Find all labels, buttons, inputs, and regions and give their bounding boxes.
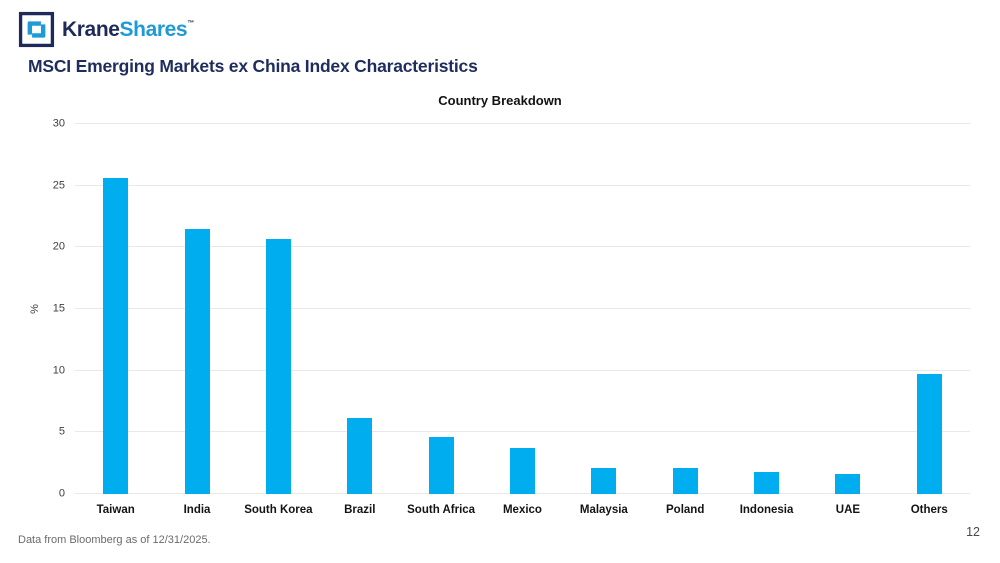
y-axis-label: % xyxy=(28,304,41,314)
bar-malaysia xyxy=(591,468,617,494)
x-axis-tick-label: South Korea xyxy=(244,504,313,516)
bars-container xyxy=(75,124,970,494)
x-axis-tick-label: Malaysia xyxy=(579,504,628,516)
y-axis-tick-label: 0 xyxy=(58,487,65,500)
y-axis-tick-label: 5 xyxy=(58,425,65,438)
plot-area: 0 5 10 15 20 25 30 xyxy=(53,118,970,499)
y-axis-tick-label: 20 xyxy=(52,240,65,253)
gridline xyxy=(75,369,970,371)
y-axis-tick-label: 30 xyxy=(52,117,65,130)
y-axis-tick-label: 10 xyxy=(52,364,65,377)
x-axis-labels: Taiwan India South Korea Brazil South Africa… xyxy=(75,504,970,516)
brand-krane: Krane xyxy=(62,18,120,41)
x-axis-tick-label: Indonesia xyxy=(739,504,794,516)
bar-others xyxy=(916,374,942,494)
bar-column xyxy=(319,124,400,494)
gridline xyxy=(75,123,970,124)
x-axis-tick-label: Brazil xyxy=(344,504,376,516)
kraneshares-logo-text: KraneShares™ xyxy=(62,19,194,40)
bar-india xyxy=(184,228,210,494)
x-axis-tick-label: Mexico xyxy=(502,504,542,516)
bar-column xyxy=(156,124,237,494)
chart-title: Country Breakdown xyxy=(438,93,562,108)
x-axis-tick-label: South Africa xyxy=(407,504,476,516)
bar-uae xyxy=(835,474,861,494)
bar-column xyxy=(400,124,481,494)
bar-column xyxy=(75,124,156,494)
bar-column xyxy=(238,124,319,494)
source-note: Data from Bloomberg as of 12/31/2025. xyxy=(18,534,211,546)
kraneshares-logo-icon xyxy=(18,11,55,48)
bar-poland xyxy=(672,468,698,494)
x-axis-tick-label: Others xyxy=(910,504,948,516)
y-axis-tick-label: 25 xyxy=(52,179,65,192)
x-axis-tick-label: UAE xyxy=(835,504,861,516)
x-axis-tick-label: Poland xyxy=(666,504,705,516)
bar-column xyxy=(645,124,726,494)
bar-south-africa xyxy=(428,437,454,494)
gridline xyxy=(75,246,970,248)
page-title: MSCI Emerging Markets ex China Index Cha… xyxy=(28,56,478,76)
bar-column xyxy=(726,124,807,494)
gridline xyxy=(75,308,970,309)
gridline xyxy=(75,184,970,186)
page-number: 12 xyxy=(966,525,980,539)
gridline xyxy=(75,431,970,433)
kraneshares-logo: KraneShares™ xyxy=(18,11,194,48)
bar-south-korea xyxy=(265,238,291,494)
trademark-symbol: ™ xyxy=(187,20,194,27)
bar-taiwan xyxy=(103,178,129,494)
bar-column xyxy=(807,124,888,494)
bar-column xyxy=(563,124,644,494)
y-axis-tick-label: 15 xyxy=(52,302,65,315)
bar-indonesia xyxy=(754,471,780,494)
bar-mexico xyxy=(509,448,535,494)
x-axis-tick-label: India xyxy=(183,504,211,516)
brand-shares: Shares xyxy=(119,18,188,41)
bar-column xyxy=(889,124,970,494)
bar-brazil xyxy=(347,417,373,494)
x-axis-tick-label: Taiwan xyxy=(96,504,135,516)
bar-column xyxy=(482,124,563,494)
